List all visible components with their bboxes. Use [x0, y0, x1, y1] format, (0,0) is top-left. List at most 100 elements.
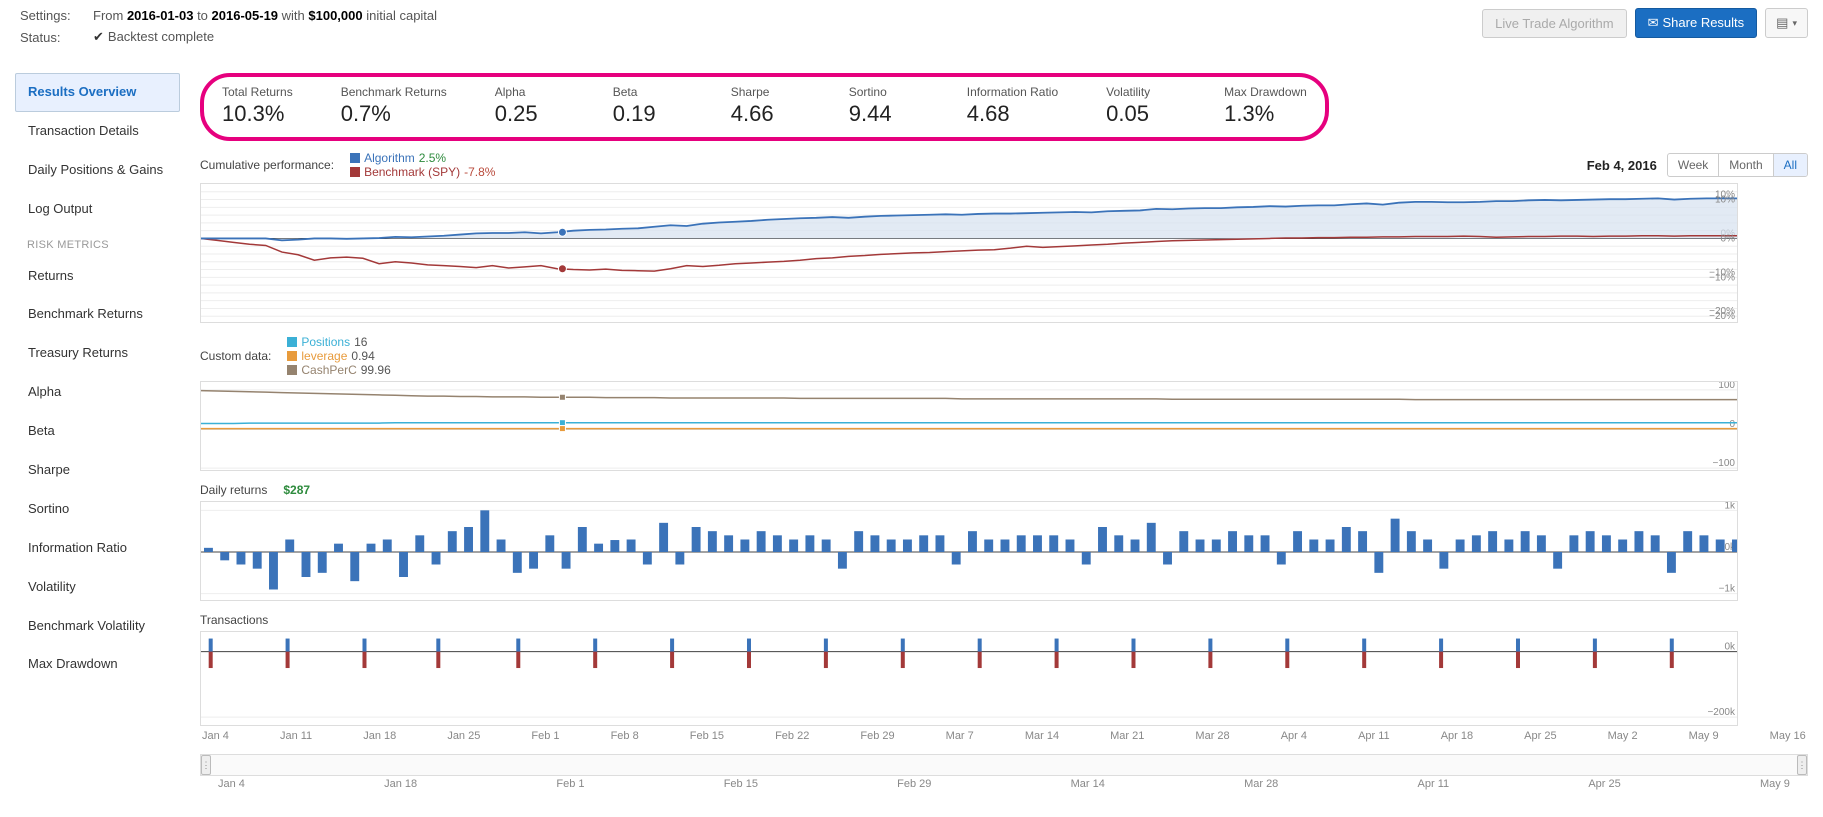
cum-title-row: Cumulative performance: Algorithm 2.5%Be…	[200, 151, 1808, 179]
tx-legend: Transactions	[200, 613, 1808, 627]
daily-legend: Daily returns $287	[200, 483, 1808, 497]
sidebar-item-sharpe[interactable]: Sharpe	[15, 451, 180, 490]
x-tick: Apr 18	[1441, 730, 1473, 742]
share-results-button[interactable]: ✉Share Results	[1635, 8, 1758, 38]
header-right: Live Trade Algorithm ✉Share Results ▤ ▾	[1482, 8, 1808, 38]
live-trade-button[interactable]: Live Trade Algorithm	[1482, 9, 1627, 38]
daily-chart-block: Daily returns $287 1k0k−1k	[200, 483, 1808, 601]
range-tick: Apr 25	[1588, 778, 1620, 790]
sidebar-item-sortino[interactable]: Sortino	[15, 490, 180, 529]
header-left: Settings: From 2016-01-03 to 2016-05-19 …	[20, 8, 437, 45]
x-tick: Jan 18	[363, 730, 396, 742]
tx-chart[interactable]: 0k −200k	[200, 631, 1738, 726]
tx-chart-block: Transactions 0k−200k Jan 4Jan 11Jan 18Ja…	[200, 613, 1808, 742]
range-handle-right[interactable]: ⋮	[1797, 755, 1807, 775]
range-tick: Feb 1	[556, 778, 584, 790]
status-row: Status: ✔Backtest complete	[20, 29, 437, 45]
custom-title: Custom data:	[200, 349, 271, 363]
legend-leverage[interactable]: leverage 0.94	[287, 349, 390, 363]
x-tick: Feb 8	[611, 730, 639, 742]
x-tick: Apr 11	[1358, 730, 1390, 742]
metric-beta: Beta0.19	[613, 85, 683, 127]
x-tick: Feb 22	[775, 730, 809, 742]
share-icon: ✉	[1648, 15, 1659, 30]
main: Total Returns10.3%Benchmark Returns0.7%A…	[200, 73, 1808, 790]
range-labels: Jan 4Jan 18Feb 1Feb 15Feb 29Mar 14Mar 28…	[200, 778, 1808, 790]
x-tick: Mar 7	[946, 730, 974, 742]
x-tick: May 9	[1689, 730, 1719, 742]
sidebar-item-transaction-details[interactable]: Transaction Details	[15, 112, 180, 151]
legend-algorithm[interactable]: Algorithm 2.5%	[350, 151, 495, 165]
x-tick: Apr 4	[1281, 730, 1307, 742]
svg-text:100: 100	[1718, 381, 1735, 391]
sidebar-item-log-output[interactable]: Log Output	[15, 190, 180, 229]
metric-volatility: Volatility0.05	[1106, 85, 1176, 127]
range-tick: Mar 14	[1071, 778, 1105, 790]
custom-chart[interactable]: 1000−100	[200, 381, 1738, 471]
range-tick: Mar 28	[1244, 778, 1278, 790]
sidebar-section-risk: RISK METRICS	[15, 229, 180, 257]
sidebar-item-volatility[interactable]: Volatility	[15, 568, 180, 607]
sidebar-item-benchmark-volatility[interactable]: Benchmark Volatility	[15, 607, 180, 646]
x-tick: Mar 14	[1025, 730, 1059, 742]
zoom-all[interactable]: All	[1774, 154, 1807, 176]
metrics-strip: Total Returns10.3%Benchmark Returns0.7%A…	[222, 85, 1307, 127]
caret-down-icon: ▾	[1792, 18, 1797, 29]
x-tick: Jan 25	[447, 730, 480, 742]
x-tick: Feb 1	[531, 730, 559, 742]
content: Results OverviewTransaction DetailsDaily…	[0, 73, 1823, 790]
x-tick: Feb 15	[690, 730, 724, 742]
settings-text: From 2016-01-03 to 2016-05-19 with $100,…	[93, 8, 437, 23]
tx-title: Transactions	[200, 613, 268, 627]
x-tick: Mar 28	[1195, 730, 1229, 742]
range-tick: May 9	[1760, 778, 1790, 790]
sidebar-item-beta[interactable]: Beta	[15, 412, 180, 451]
x-axis-labels: Jan 4 Jan 11 Jan 18 Jan 25 Feb 1 Feb 8 Feb 15 F…	[200, 726, 1808, 742]
sidebar-item-treasury-returns[interactable]: Treasury Returns	[15, 334, 180, 373]
metric-sortino: Sortino9.44	[849, 85, 919, 127]
daily-value: $287	[283, 483, 310, 497]
daily-chart[interactable]: 1k0k−1k	[200, 501, 1738, 601]
range-tick: Jan 4	[218, 778, 245, 790]
metric-total-returns: Total Returns10.3%	[222, 85, 293, 127]
cum-legend: Cumulative performance: Algorithm 2.5%Be…	[200, 151, 495, 179]
sidebar-item-benchmark-returns[interactable]: Benchmark Returns	[15, 295, 180, 334]
legend-cashperc[interactable]: CashPerC 99.96	[287, 363, 390, 377]
x-tick: May 16	[1770, 730, 1806, 742]
svg-text:−100: −100	[1712, 458, 1735, 469]
zoom-week[interactable]: Week	[1668, 154, 1719, 176]
range-tick: Jan 18	[384, 778, 417, 790]
range-tick: Apr 11	[1418, 778, 1450, 790]
range-selector[interactable]: ⋮ ⋮	[200, 754, 1808, 776]
settings-row: Settings: From 2016-01-03 to 2016-05-19 …	[20, 8, 437, 23]
cum-hover-date: Feb 4, 2016	[1587, 158, 1657, 173]
checkmark-icon: ✔	[93, 29, 104, 44]
svg-text:−20%: −20%	[1709, 311, 1735, 322]
svg-text:−200k: −200k	[1707, 707, 1736, 718]
sidebar-item-results-overview[interactable]: Results Overview	[15, 73, 180, 112]
sidebar-item-daily-positions-gains[interactable]: Daily Positions & Gains	[15, 151, 180, 190]
x-tick: Jan 4	[202, 730, 229, 742]
svg-text:0k: 0k	[1724, 642, 1736, 653]
more-menu-button[interactable]: ▤ ▾	[1765, 8, 1808, 38]
sidebar-item-information-ratio[interactable]: Information Ratio	[15, 529, 180, 568]
sidebar-item-returns[interactable]: Returns	[15, 257, 180, 296]
legend-positions[interactable]: Positions 16	[287, 335, 390, 349]
sidebar-item-max-drawdown[interactable]: Max Drawdown	[15, 645, 180, 684]
header-bar: Settings: From 2016-01-03 to 2016-05-19 …	[0, 0, 1823, 53]
x-tick: Mar 21	[1110, 730, 1144, 742]
cum-title: Cumulative performance:	[200, 158, 334, 172]
sidebar: Results OverviewTransaction DetailsDaily…	[15, 73, 180, 790]
cumulative-chart[interactable]: 10%0%−10%−20%10%0%−10%−20%	[200, 183, 1738, 323]
metrics-strip-highlight: Total Returns10.3%Benchmark Returns0.7%A…	[200, 73, 1329, 141]
zoom-month[interactable]: Month	[1719, 154, 1773, 176]
svg-text:0%: 0%	[1721, 233, 1736, 244]
svg-text:−10%: −10%	[1709, 272, 1735, 283]
status-value: ✔Backtest complete	[93, 29, 214, 45]
zoom-toggle: WeekMonthAll	[1667, 153, 1808, 177]
sidebar-item-alpha[interactable]: Alpha	[15, 373, 180, 412]
legend-benchmark-spy-[interactable]: Benchmark (SPY) -7.8%	[350, 165, 495, 179]
range-tick: Feb 29	[897, 778, 931, 790]
x-tick: Jan 11	[280, 730, 312, 742]
range-handle-left[interactable]: ⋮	[201, 755, 211, 775]
